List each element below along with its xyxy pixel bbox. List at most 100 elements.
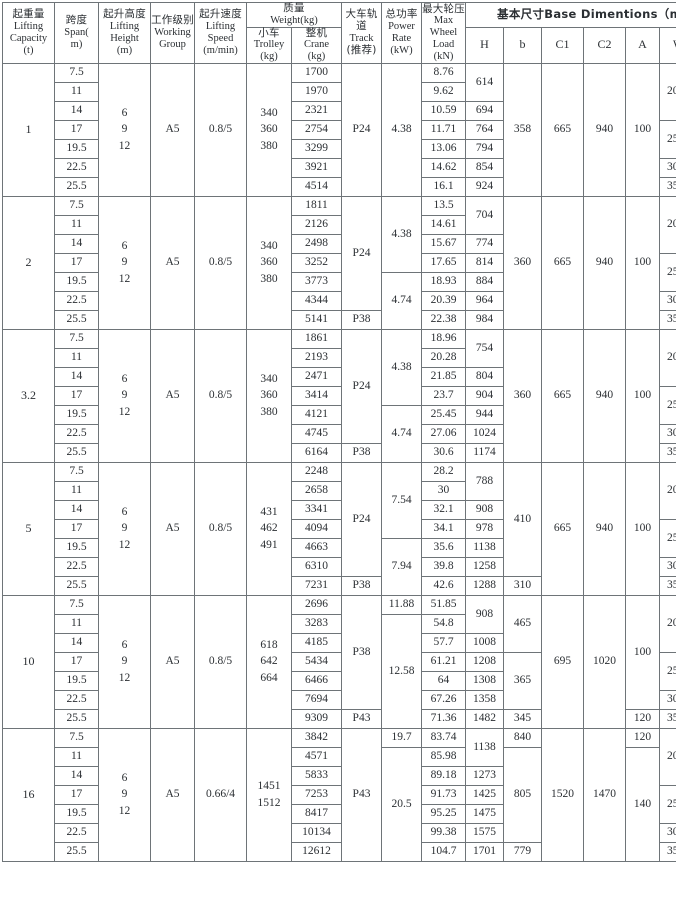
cell-dimension-H: 1138 [466,538,504,557]
cell-lifting-capacity: 10 [3,595,55,728]
header-base-dimensions-unit: （mm） [658,7,676,21]
cell-span: 25.5 [55,709,99,728]
cell-dimension-H: 788 [466,462,504,500]
cell-lifting-speed: 0.8/5 [195,462,247,595]
cell-span: 7.5 [55,728,99,747]
header-weight-group-en: Weight(kg) [247,15,341,27]
cell-dimension-H: 614 [466,63,504,101]
cell-track: P43 [342,709,382,728]
header-dimension-W: W [660,27,676,63]
cell-max-wheel-load: 18.96 [422,329,466,348]
cell-crane-weight: 3414 [292,386,342,405]
cell-span: 17 [55,652,99,671]
cell-dimension-A: 100 [626,196,660,329]
cell-crane-weight: 3921 [292,158,342,177]
cell-span: 11 [55,348,99,367]
cell-dimension-W: 2500 [660,652,676,690]
header-power-rate-cn: 总功率 [382,9,421,21]
cell-crane-weight: 2321 [292,101,342,120]
cell-dimension-C2: 1020 [584,595,626,728]
cell-dimension-W: 3500 [660,842,676,861]
cell-dimension-H: 804 [466,367,504,386]
cell-span: 17 [55,785,99,804]
cell-dimension-C2: 940 [584,63,626,196]
cell-max-wheel-load: 13.06 [422,139,466,158]
cell-span: 19.5 [55,139,99,158]
header-power-rate-en: Power Rate [382,21,421,45]
header-max-wheel-load-cn: 最大轮压 [422,4,465,16]
cell-max-wheel-load: 91.73 [422,785,466,804]
cell-span: 25.5 [55,177,99,196]
cell-span: 11 [55,747,99,766]
cell-lifting-capacity: 1 [3,63,55,196]
cell-max-wheel-load: 14.61 [422,215,466,234]
cell-max-wheel-load: 32.1 [422,500,466,519]
cell-dimension-H: 1358 [466,690,504,709]
cell-span: 22.5 [55,690,99,709]
cell-span: 14 [55,367,99,386]
cell-dimension-C1: 665 [542,196,584,329]
cell-max-wheel-load: 57.7 [422,633,466,652]
cell-max-wheel-load: 85.98 [422,747,466,766]
table-header: 起重量 Lifting Capacity (t) 跨度 Span( m) 起升高… [3,3,676,64]
cell-power-rate: 4.74 [382,272,422,329]
header-dimension-b: b [504,27,542,63]
cell-dimension-b: 779 [504,842,542,861]
cell-dimension-C2: 1470 [584,728,626,861]
cell-max-wheel-load: 54.8 [422,614,466,633]
cell-dimension-H: 1475 [466,804,504,823]
cell-max-wheel-load: 42.6 [422,576,466,595]
cell-lifting-speed: 0.8/5 [195,196,247,329]
cell-dimension-A: 100 [626,63,660,196]
cell-power-rate: 7.54 [382,462,422,538]
header-lifting-height-en: Lifting Height [99,21,150,45]
cell-max-wheel-load: 14.62 [422,158,466,177]
cell-max-wheel-load: 8.76 [422,63,466,82]
cell-span: 22.5 [55,424,99,443]
cell-lifting-speed: 0.8/5 [195,63,247,196]
cell-dimension-W: 2000 [660,329,676,386]
cell-max-wheel-load: 71.36 [422,709,466,728]
cell-max-wheel-load: 18.93 [422,272,466,291]
cell-dimension-b: 345 [504,709,542,728]
cell-dimension-A: 120 [626,709,660,728]
cell-lifting-capacity: 5 [3,462,55,595]
cell-span: 19.5 [55,538,99,557]
cell-max-wheel-load: 28.2 [422,462,466,481]
cell-crane-weight: 4745 [292,424,342,443]
cell-max-wheel-load: 30 [422,481,466,500]
cell-crane-weight: 6466 [292,671,342,690]
cell-crane-weight: 2754 [292,120,342,139]
cell-span: 19.5 [55,405,99,424]
cell-max-wheel-load: 35.6 [422,538,466,557]
cell-dimension-W: 3000 [660,158,676,177]
cell-working-group: A5 [151,728,195,861]
cell-dimension-W: 2500 [660,519,676,557]
cell-working-group: A5 [151,462,195,595]
cell-dimension-H: 774 [466,234,504,253]
header-max-wheel-load: 最大轮压 Max Wheel Load (kN) [422,3,466,64]
cell-power-rate: 11.88 [382,595,422,614]
cell-span: 22.5 [55,158,99,177]
cell-span: 7.5 [55,63,99,82]
cell-crane-weight: 6310 [292,557,342,576]
cell-dimension-b: 805 [504,747,542,842]
cell-dimension-H: 1258 [466,557,504,576]
cell-dimension-H: 764 [466,120,504,139]
cell-dimension-H: 1273 [466,766,504,785]
header-max-wheel-load-unit: (kN) [422,51,465,63]
cell-track: P24 [342,462,382,576]
cell-max-wheel-load: 61.21 [422,652,466,671]
cell-max-wheel-load: 25.45 [422,405,466,424]
cell-crane-weight: 9309 [292,709,342,728]
header-track-en: Track [342,33,381,45]
header-trolley: 小车 Trolley (kg) [247,27,292,63]
cell-max-wheel-load: 99.38 [422,823,466,842]
cell-track: P24 [342,63,382,196]
cell-power-rate: 7.94 [382,538,422,595]
cell-max-wheel-load: 83.74 [422,728,466,747]
